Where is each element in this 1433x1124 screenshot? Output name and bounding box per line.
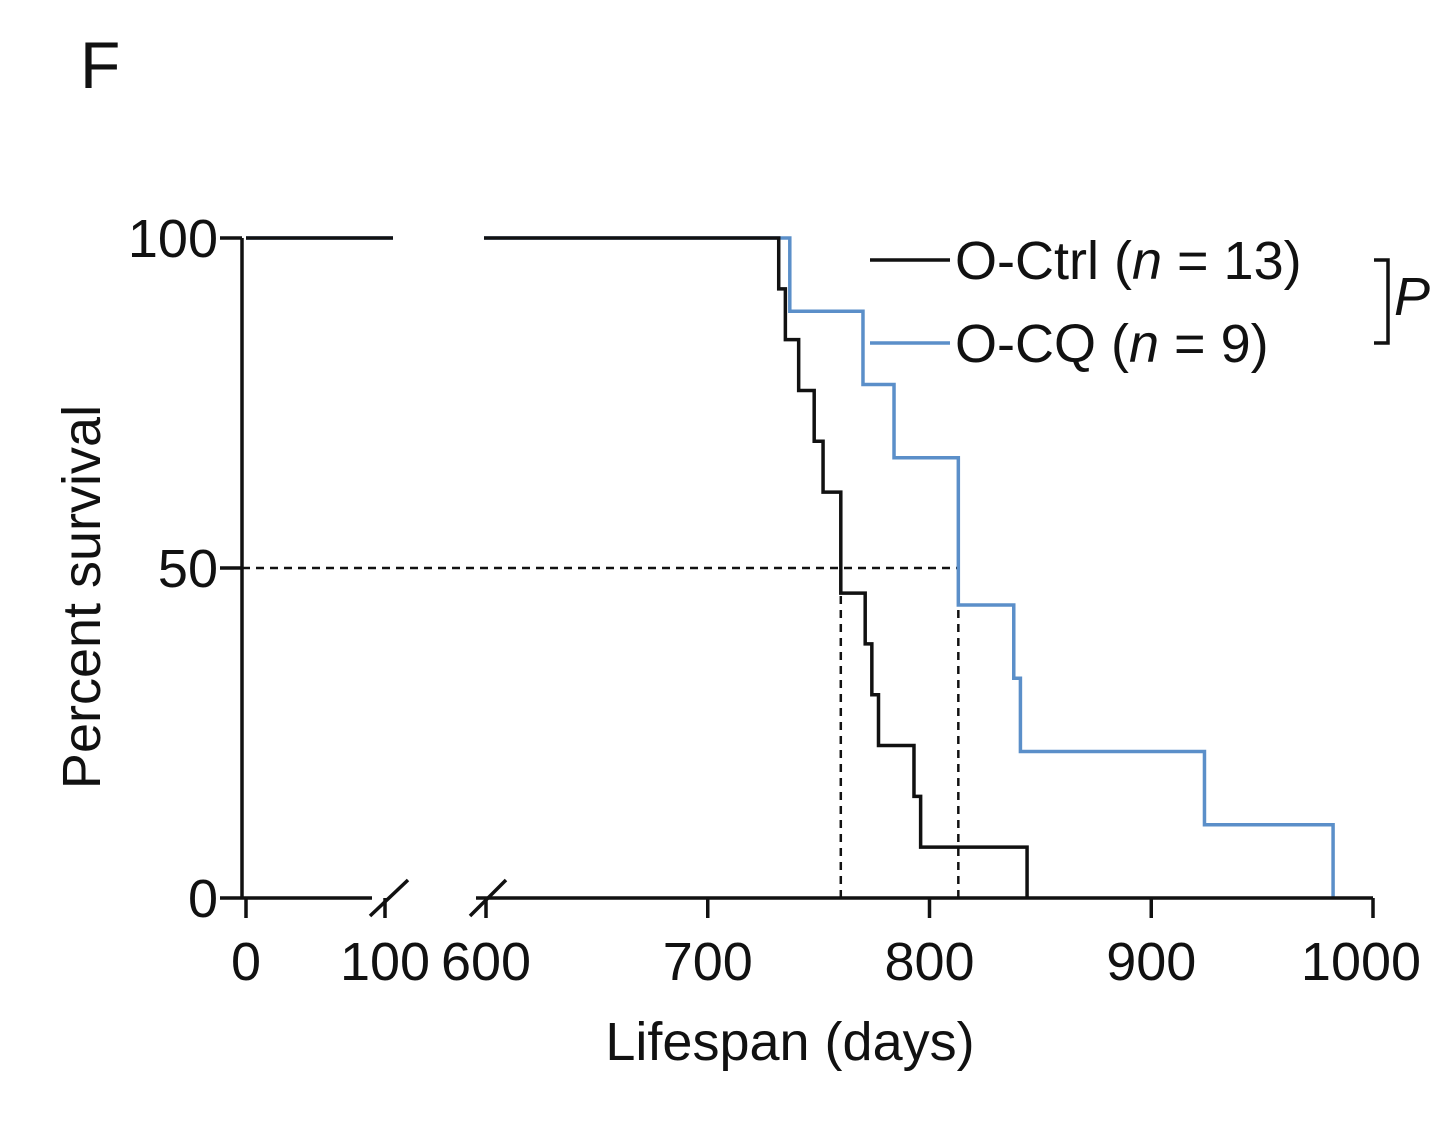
x-tick-label: 0 [231, 932, 261, 992]
axis-break-mark-left [368, 878, 410, 918]
legend-label-o-cq: O-CQ (n = 9) [955, 314, 1269, 374]
x-tick-label: 800 [884, 932, 974, 992]
panel-label: F [80, 28, 120, 102]
series-layer [246, 236, 1335, 898]
y-tick-label: 0 [188, 869, 218, 929]
series-line-o-ctrl [246, 236, 1029, 898]
legend: O-Ctrl (n = 13) O-CQ (n = 9) P [870, 231, 1430, 374]
significance-label: P [1394, 267, 1430, 327]
x-tick-label: 100 [340, 932, 430, 992]
axis-break-mark-right [468, 878, 508, 918]
x-tick-label: 1000 [1301, 932, 1421, 992]
x-tick-label: 700 [663, 932, 753, 992]
y-tick-label: 50 [158, 539, 218, 599]
x-axis-title: Lifespan (days) [605, 1012, 974, 1072]
significance-bracket [1374, 258, 1390, 345]
legend-label-o-ctrl: O-Ctrl (n = 13) [955, 231, 1302, 291]
median-survival-lines [242, 566, 960, 898]
y-axis-title: Percent survival [52, 405, 112, 789]
y-tick-label: 100 [128, 209, 218, 269]
x-tick-label: 900 [1106, 932, 1196, 992]
x-tick-label: 600 [441, 932, 531, 992]
